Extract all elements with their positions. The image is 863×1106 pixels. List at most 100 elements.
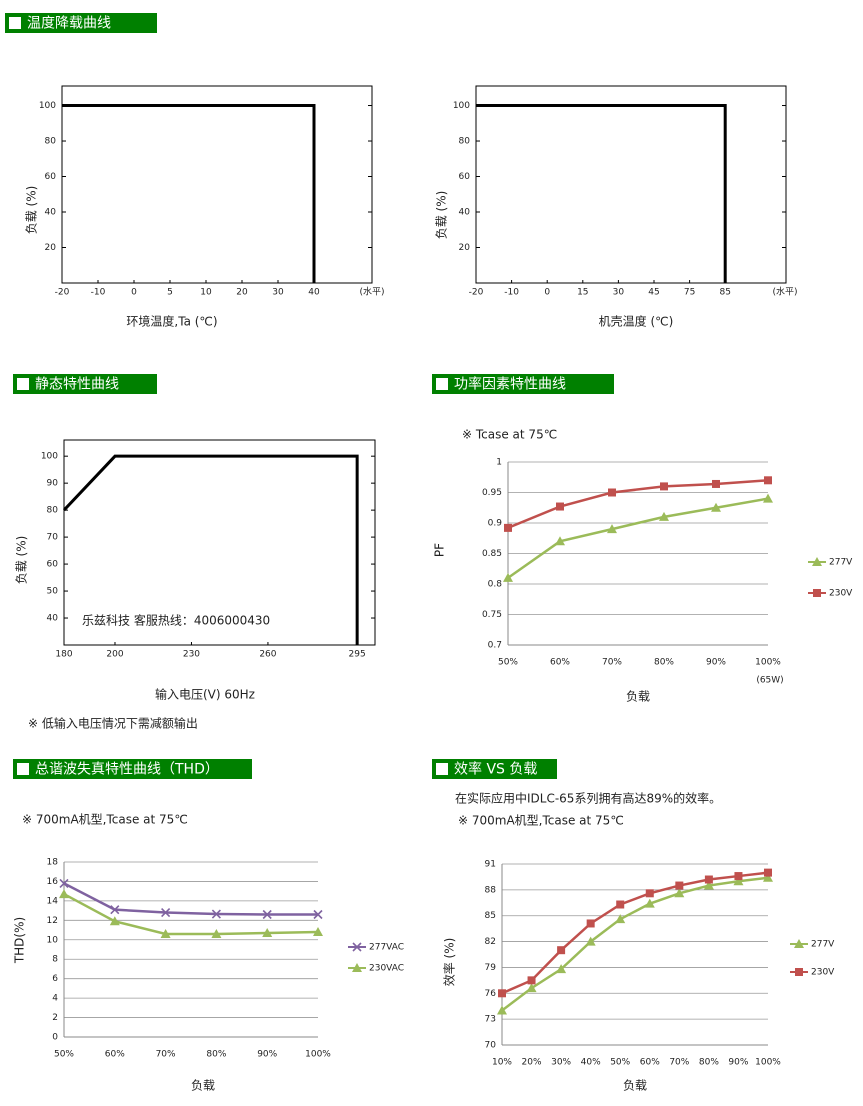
legend-marker [352,942,362,952]
subtitle: 在实际应用中IDLC-65系列拥有高达89%的效率。 [455,791,721,806]
x-tick-label: 70% [602,658,622,668]
marker [211,928,222,938]
x-tick-label: 200 [106,650,123,660]
y-tick-label: 18 [47,858,59,868]
section-header-icon [17,378,29,390]
plot-frame [61,85,373,284]
marker [498,989,506,998]
y-tick-label: 0.9 [488,519,503,529]
y-tick-label: 80 [47,506,59,516]
x-tick-label: 30% [551,1058,571,1068]
y-tick-label: 40 [459,208,471,218]
legend-label: 230V [829,589,853,599]
section-header-bg [432,759,557,779]
x-tick-label: 230 [183,650,200,660]
marker [615,914,626,924]
x-tick-label: 80% [699,1058,719,1068]
section-title: 静态特性曲线 [35,377,119,393]
x-axis-label: 负载 [623,1079,647,1093]
x-tick-label: 260 [259,650,276,660]
x-tick-label: 50% [54,1050,74,1060]
marker [703,880,714,890]
y-tick-label: 2 [52,1013,58,1023]
x-axis-unit: (水平) [359,286,384,298]
y-tick-label: 80 [459,137,471,147]
legend-marker [812,557,822,566]
y-tick-label: 100 [39,101,56,111]
y-axis-label: 负载 (%) [15,536,29,585]
note: ※ 低输入电压情况下需减额输出 [28,716,198,731]
y-tick-label: 85 [485,911,496,921]
marker [313,927,323,936]
marker [262,909,272,920]
legend-marker [795,968,803,976]
series-line [63,882,318,916]
x-axis-label: 负载 [626,690,650,704]
y-tick-label: 0.75 [482,610,502,620]
annotation: ※ Tcase at 75℃ [462,428,557,442]
marker [711,502,721,512]
y-tick-label: 20 [45,243,57,253]
marker [607,524,617,534]
plot-frame [63,439,376,646]
series-line [62,454,359,645]
y-tick-label: 90 [47,479,59,489]
marker [160,928,171,938]
legend-marker [794,939,804,948]
marker [109,916,120,926]
y-tick-label: 70 [47,533,59,543]
marker [674,888,685,898]
marker [313,909,323,920]
marker [585,936,596,946]
marker [586,919,595,928]
y-tick-label: 0.7 [488,641,502,651]
x-tick-label: 90% [257,1050,277,1060]
x-tick-label: 15 [577,288,588,298]
x-axis-label: 输入电压(V) 60Hz [155,687,255,702]
x-tick-label: 100% [755,1058,781,1068]
x-axis-note: (65W) [756,676,783,686]
legend-label: 277VAC [369,943,404,953]
x-tick-label: 30 [272,288,284,298]
marker [659,511,669,521]
marker [526,983,537,993]
marker [557,946,566,955]
section-header-icon [9,17,21,29]
marker [59,878,69,888]
marker [556,502,564,511]
y-tick-label: 1 [496,458,502,468]
marker [555,536,565,546]
x-tick-label: 70% [669,1058,689,1068]
y-tick-label: 6 [52,974,58,984]
y-tick-label: 76 [485,989,497,999]
section-title: 温度降载曲线 [27,16,111,32]
y-axis-label: THD(%) [13,917,27,964]
x-tick-label: 40 [308,288,320,298]
series-line [501,876,769,1012]
marker [608,488,616,497]
x-tick-label: 50% [498,658,518,668]
x-tick-label: 0 [131,288,137,298]
x-tick-label: 70% [156,1050,176,1060]
marker [504,523,512,532]
legend-label: 230V [811,968,835,978]
plot-frame [475,85,787,284]
x-axis-unit: (水平) [772,286,797,298]
y-tick-label: 20 [459,243,471,253]
y-tick-label: 60 [47,560,59,570]
marker [645,889,654,898]
marker [527,976,536,985]
section-header-bg [5,13,157,33]
y-tick-label: 40 [45,208,57,218]
y-tick-label: 91 [485,860,496,870]
legend-marker [352,963,362,972]
x-tick-label: 75 [684,288,695,298]
section-header-bg [13,374,157,394]
series-line [507,479,769,530]
x-tick-label: 80% [654,658,674,668]
y-tick-label: 60 [459,172,471,182]
marker [161,907,171,918]
x-tick-label: 0 [544,288,550,298]
section-header-icon [436,378,448,390]
x-tick-label: 45 [648,288,659,298]
